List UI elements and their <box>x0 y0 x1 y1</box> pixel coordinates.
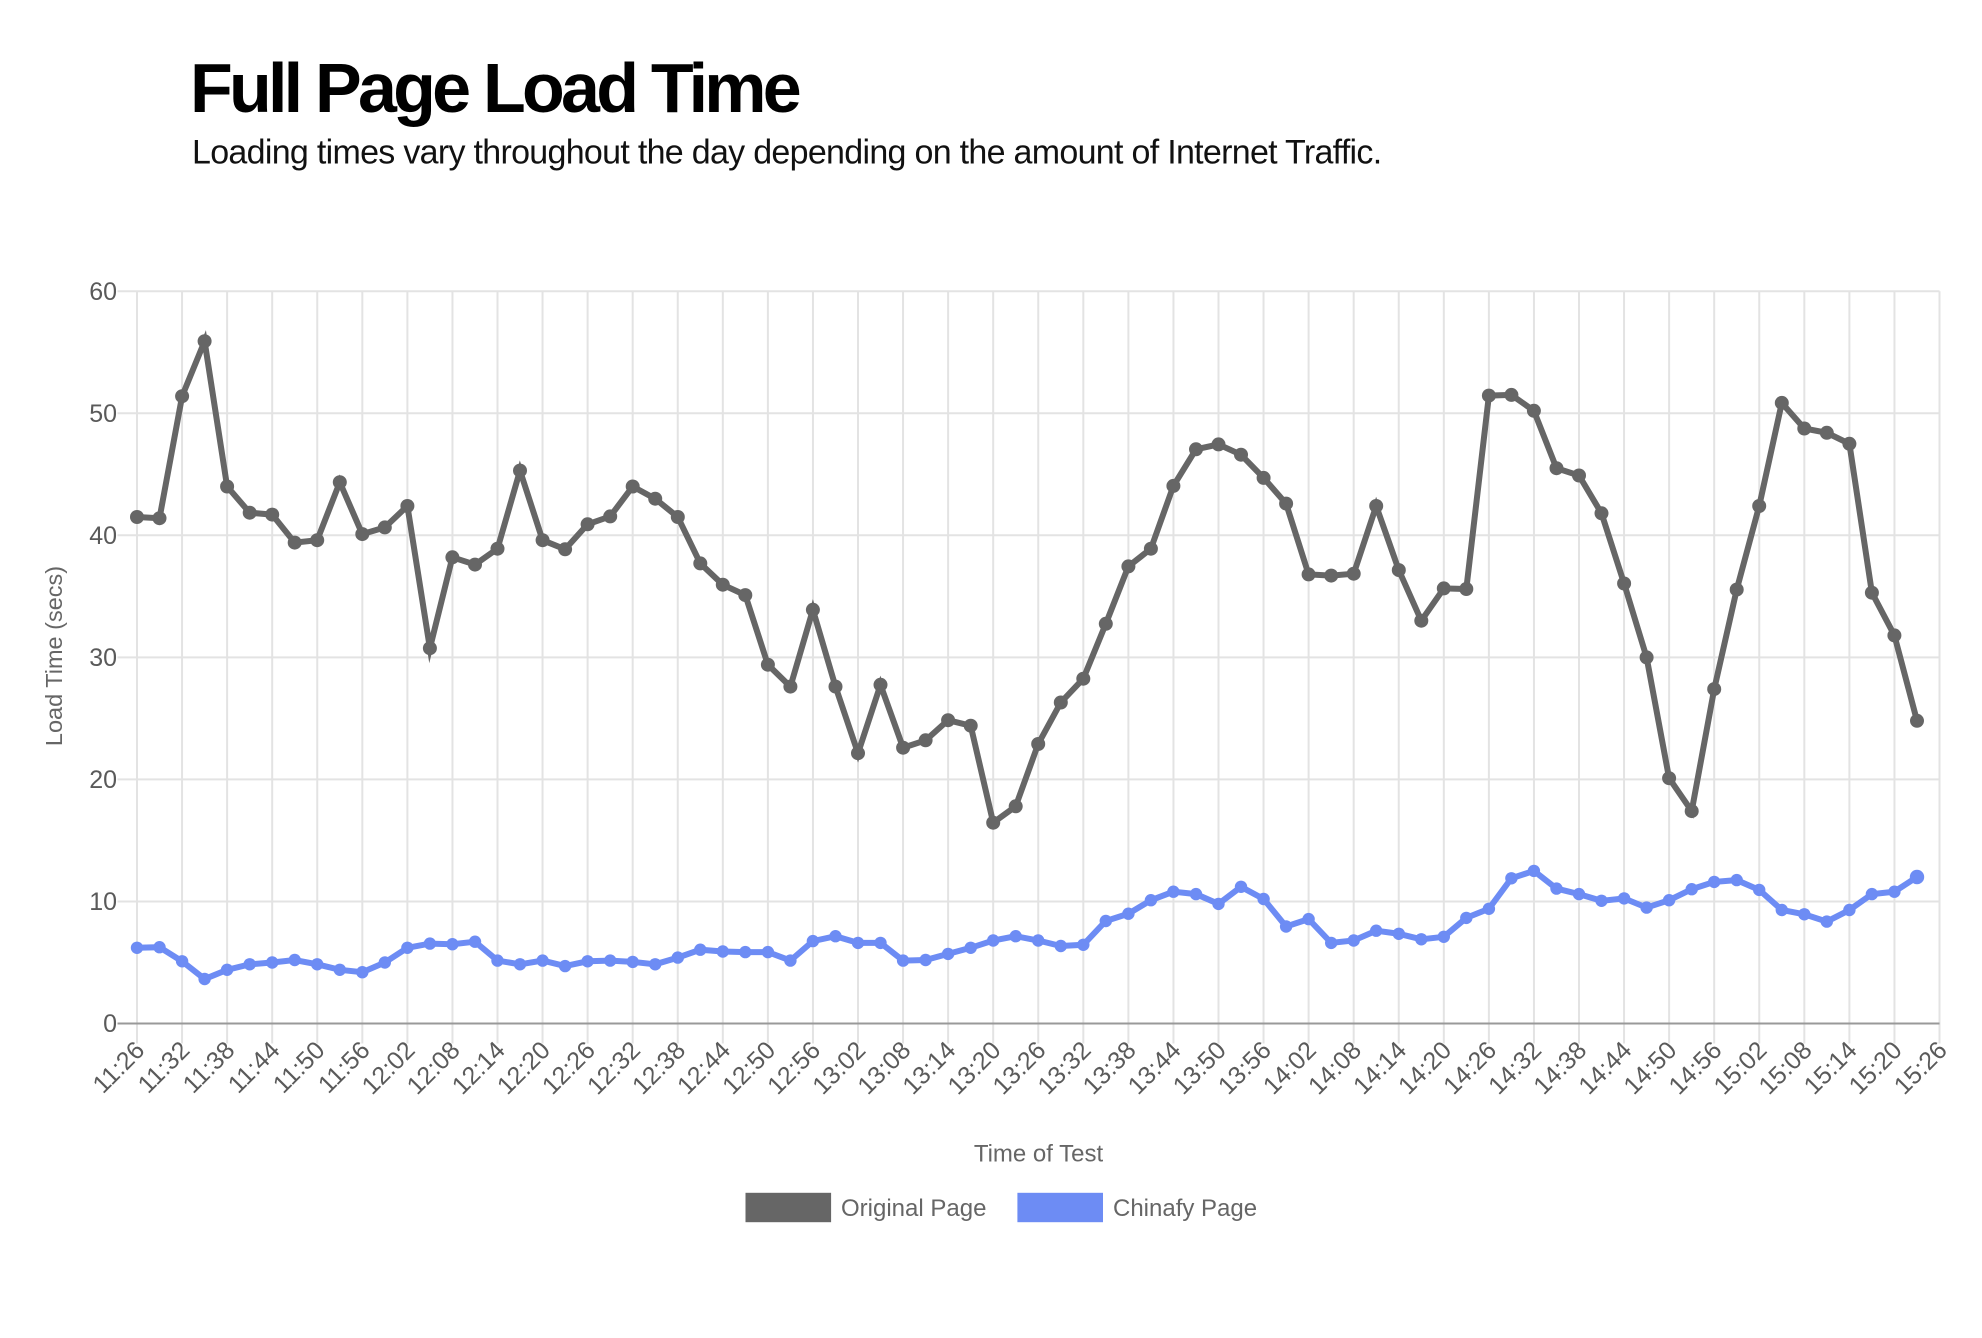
svg-text:60: 60 <box>89 278 117 306</box>
svg-text:Load Time (secs): Load Time (secs) <box>41 566 67 746</box>
svg-text:Time of Test: Time of Test <box>974 1141 1104 1168</box>
svg-text:20: 20 <box>89 766 117 794</box>
svg-text:Full Page Load Time: Full Page Load Time <box>190 49 800 127</box>
svg-text:Chinafy Page: Chinafy Page <box>1113 1195 1257 1222</box>
svg-text:0: 0 <box>103 1010 117 1038</box>
svg-text:10: 10 <box>89 888 117 916</box>
svg-text:Loading times vary throughout: Loading times vary throughout the day de… <box>192 134 1381 172</box>
svg-text:50: 50 <box>89 400 117 428</box>
svg-text:40: 40 <box>89 522 117 550</box>
svg-text:Original Page: Original Page <box>841 1195 986 1222</box>
svg-text:30: 30 <box>89 644 117 672</box>
